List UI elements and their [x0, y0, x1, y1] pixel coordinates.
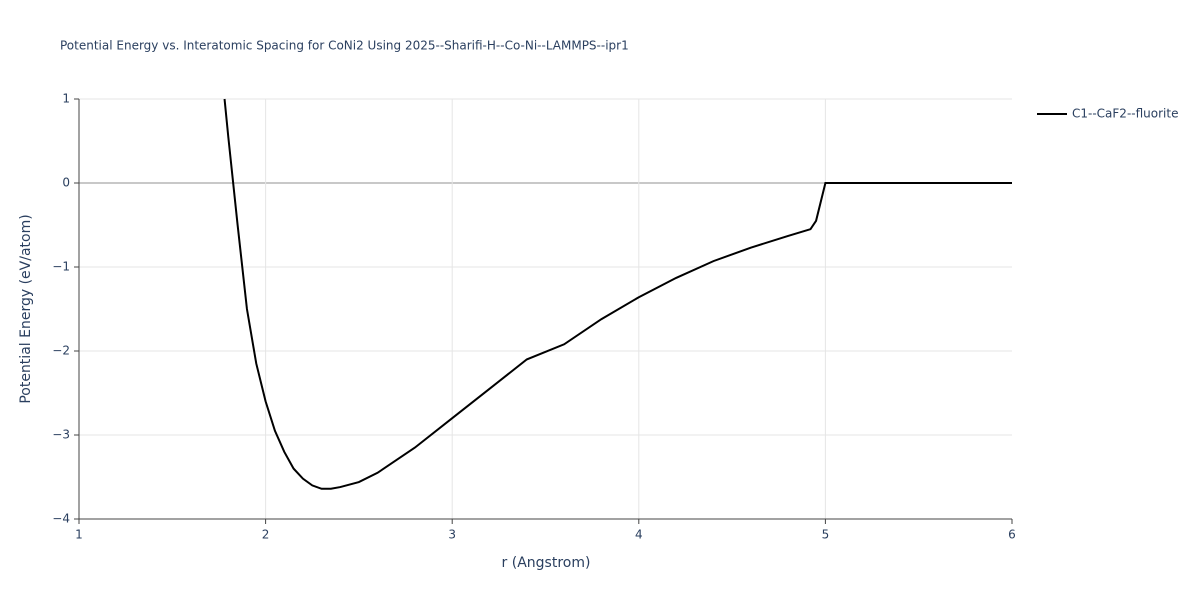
- y-tick-label: −2: [52, 344, 70, 358]
- legend-label: C1--CaF2--fluorite: [1072, 107, 1178, 121]
- x-tick-label: 3: [448, 528, 456, 542]
- chart-title: Potential Energy vs. Interatomic Spacing…: [60, 39, 629, 53]
- x-tick-label: 2: [262, 528, 270, 542]
- x-tick-label: 4: [635, 528, 643, 542]
- x-axis-title: r (Angstrom): [502, 555, 591, 571]
- y-tick-label: 0: [62, 176, 70, 190]
- series-line: [223, 98, 1012, 490]
- x-tick-label: 6: [1008, 528, 1016, 542]
- y-tick-label: −1: [52, 260, 70, 274]
- y-axis-title: Potential Energy (eV/atom): [18, 214, 34, 403]
- y-tick-label: −3: [52, 428, 70, 442]
- x-tick-label: 1: [75, 528, 83, 542]
- x-tick-label: 5: [822, 528, 830, 542]
- y-tick-label: −4: [52, 512, 70, 526]
- y-tick-label: 1: [62, 92, 70, 106]
